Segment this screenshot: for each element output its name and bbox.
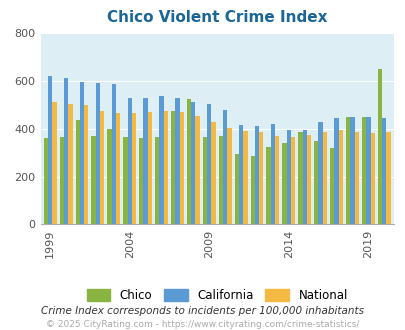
Bar [318,121,322,224]
Bar [334,118,338,224]
Bar [139,138,143,224]
Bar [44,138,48,224]
Bar [370,134,374,224]
Bar [238,125,243,224]
Bar [281,143,286,224]
Bar [91,136,96,224]
Bar [52,102,56,224]
Bar [306,135,310,224]
Bar [350,117,354,224]
Bar [116,113,120,224]
Bar [179,112,183,224]
Legend: Chico, California, National: Chico, California, National [82,284,352,306]
Bar [381,118,386,224]
Bar [207,104,211,224]
Bar [186,99,191,224]
Bar [100,111,104,224]
Bar [386,132,390,224]
Bar [155,137,159,224]
Bar [48,76,52,224]
Text: Crime Index corresponds to incidents per 100,000 inhabitants: Crime Index corresponds to incidents per… [41,306,364,315]
Bar [329,148,334,224]
Bar [218,136,222,224]
Bar [286,130,290,224]
Title: Chico Violent Crime Index: Chico Violent Crime Index [107,10,327,25]
Bar [274,136,279,224]
Bar [365,117,370,224]
Bar [80,82,84,224]
Bar [313,141,318,224]
Bar [234,154,238,224]
Bar [171,111,175,224]
Bar [163,111,168,224]
Bar [361,117,365,224]
Bar [159,96,163,224]
Bar [127,98,132,224]
Bar [111,84,116,224]
Bar [132,113,136,224]
Bar [243,131,247,224]
Bar [107,129,111,224]
Bar [227,127,231,224]
Bar [338,130,342,224]
Bar [75,120,80,224]
Bar [258,132,263,224]
Bar [147,112,152,224]
Bar [302,130,306,224]
Bar [96,83,100,224]
Bar [222,110,227,224]
Bar [290,137,294,224]
Bar [322,132,326,224]
Bar [250,156,254,224]
Bar [354,132,358,224]
Bar [254,126,258,224]
Bar [191,102,195,224]
Bar [60,137,64,224]
Bar [68,104,72,224]
Bar [202,137,207,224]
Bar [84,105,88,224]
Bar [298,132,302,224]
Bar [266,147,270,224]
Bar [377,69,381,224]
Bar [195,115,199,224]
Bar [270,124,274,224]
Bar [64,79,68,224]
Bar [143,98,147,224]
Text: © 2025 CityRating.com - https://www.cityrating.com/crime-statistics/: © 2025 CityRating.com - https://www.city… [46,320,359,329]
Bar [123,137,127,224]
Bar [345,117,350,224]
Bar [211,121,215,224]
Bar [175,98,179,224]
